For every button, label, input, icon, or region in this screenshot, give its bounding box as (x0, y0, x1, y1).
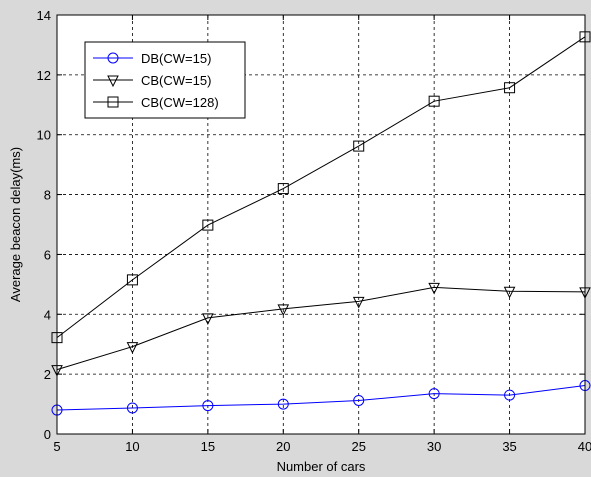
y-tick-label: 14 (37, 8, 51, 23)
series-CB(CW=15) (51, 282, 591, 377)
series-line (56, 36, 586, 339)
plot-frame (56, 14, 586, 435)
data-point (428, 95, 440, 107)
x-tick-label: 5 (53, 439, 60, 454)
y-tick-label: 10 (37, 128, 51, 143)
x-tick-label: 35 (502, 439, 516, 454)
data-point (126, 402, 138, 414)
x-tick-label: 30 (427, 439, 441, 454)
data-point (202, 400, 214, 412)
y-tick-label: 4 (44, 307, 51, 322)
y-tick-label: 6 (44, 247, 51, 262)
series-CB(CW=128) (51, 31, 591, 344)
legend-label: CB(CW=128) (141, 95, 219, 110)
legend-label: DB(CW=15) (141, 51, 211, 66)
legend: DB(CW=15) CB(CW=15) CB(CW=128) (84, 41, 246, 119)
x-tick-label: 25 (351, 439, 365, 454)
series-DB(CW=15) (51, 380, 591, 416)
data-point (428, 282, 440, 295)
data-point (277, 398, 289, 410)
y-tick-label: 2 (44, 367, 51, 382)
data-point (503, 286, 516, 299)
data-point (277, 183, 289, 195)
data-point (504, 82, 516, 94)
y-tick-label: 0 (44, 427, 51, 442)
data-point (353, 140, 365, 152)
data-point (202, 313, 214, 325)
data-point (428, 388, 440, 400)
data-point (352, 296, 365, 309)
legend-marker (107, 75, 119, 88)
data-point (353, 394, 365, 406)
y-tick-label: 8 (44, 188, 51, 203)
x-axis-title: Number of cars (277, 459, 366, 474)
x-tick-labels: 5 10 15 20 25 30 35 40 (53, 439, 591, 454)
legend-marker (107, 52, 119, 64)
series-line (56, 286, 586, 371)
y-tick-label: 12 (37, 68, 51, 83)
data-point (202, 219, 214, 231)
legend-label: CB(CW=15) (141, 73, 211, 88)
legend-entry: CB(CW=128) (93, 95, 219, 110)
series-line (56, 385, 586, 411)
x-tick-label: 40 (578, 439, 591, 454)
x-tick-label: 15 (201, 439, 215, 454)
x-tick-label: 20 (276, 439, 290, 454)
legend-entry: DB(CW=15) (93, 51, 211, 66)
data-point (277, 304, 290, 317)
data-point (126, 274, 138, 286)
series-layer (51, 31, 591, 416)
data-point (504, 389, 516, 401)
y-tick-labels: 0 2 4 6 8 10 12 14 (37, 8, 51, 442)
y-axis-title: Average beacon delay(ms) (8, 147, 23, 302)
grid (57, 15, 585, 434)
legend-marker (107, 96, 119, 108)
x-tick-label: 10 (125, 439, 139, 454)
legend-entry: CB(CW=15) (93, 73, 211, 88)
data-point (126, 342, 139, 354)
